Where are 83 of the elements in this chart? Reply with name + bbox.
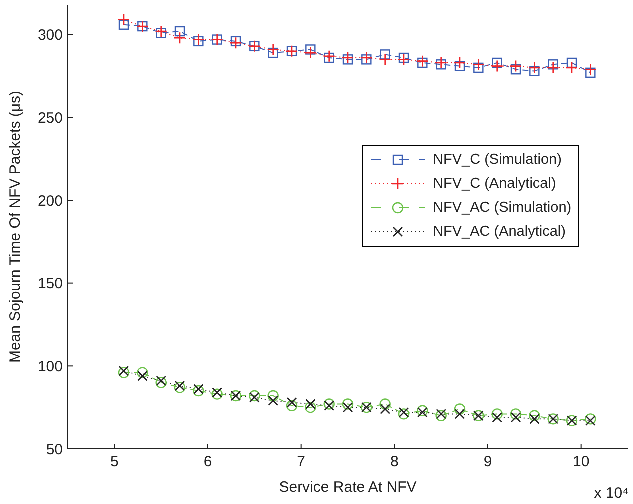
point [528, 62, 541, 74]
point [342, 398, 354, 410]
point [380, 50, 390, 60]
y-tick-label: 300 [38, 27, 63, 44]
point [306, 44, 316, 55]
point [566, 62, 578, 74]
point [268, 390, 279, 402]
point [342, 54, 354, 65]
point [156, 28, 166, 38]
y-tick-label: 200 [38, 192, 63, 210]
point [510, 60, 522, 72]
point [472, 58, 485, 71]
legend-label: NFV_C (Analytical) [433, 176, 556, 192]
y-tick-label: 150 [38, 276, 63, 293]
point [510, 412, 522, 423]
point [566, 58, 578, 68]
text: x 10⁴ [594, 485, 629, 502]
point [435, 56, 448, 70]
point [230, 36, 242, 50]
x-tick-label: 7 [297, 454, 306, 471]
point [306, 399, 316, 410]
point [286, 400, 298, 412]
x-tick-label: 8 [390, 454, 399, 471]
point [454, 56, 466, 70]
point [323, 50, 336, 63]
point [454, 409, 466, 420]
y-tick-label: 100 [38, 358, 63, 376]
point [324, 52, 334, 64]
point [268, 396, 278, 406]
point [548, 60, 558, 70]
point [474, 62, 484, 74]
point [492, 412, 502, 423]
point [268, 48, 278, 58]
point [194, 36, 204, 47]
point [174, 32, 186, 44]
point [547, 62, 560, 74]
x-tick-label: 10 [572, 454, 590, 471]
point [530, 66, 540, 76]
point [510, 64, 522, 75]
point [586, 68, 596, 78]
point [137, 367, 148, 378]
point [380, 398, 391, 410]
point [530, 414, 540, 424]
point [436, 60, 446, 70]
point [418, 58, 428, 68]
point [492, 408, 503, 420]
y-axis-title: Mean Sojourn Time Of NFV Packets (μs) [6, 90, 24, 364]
x-tick-label: 6 [204, 454, 212, 471]
point [454, 404, 466, 415]
point [305, 402, 316, 414]
x-axis-title: Service Rate At NFV [279, 479, 417, 496]
point [510, 408, 522, 420]
point [362, 54, 372, 65]
point [267, 44, 280, 56]
y-tick-label: 250 [38, 110, 63, 127]
point [304, 46, 317, 60]
point [192, 34, 205, 46]
point [491, 60, 504, 72]
point [398, 54, 410, 66]
legend-label: NFV_C (Simulation) [433, 152, 562, 168]
legend-label: NFV_AC (Simulation) [433, 200, 572, 216]
point [155, 25, 168, 38]
point [380, 404, 390, 414]
point [360, 52, 373, 64]
point [230, 36, 242, 47]
point [416, 55, 429, 68]
x-tick-label: 9 [484, 454, 492, 471]
legend-label: NFV_AC (Analytical) [433, 224, 566, 240]
point [138, 370, 148, 382]
y-tick-label: 50 [46, 441, 63, 458]
point [454, 61, 466, 72]
point [286, 397, 298, 408]
point [492, 58, 502, 68]
point [584, 63, 597, 76]
point [379, 54, 392, 66]
point [174, 26, 186, 37]
point [118, 20, 130, 30]
point [342, 402, 354, 413]
x-tick-label: 5 [110, 454, 119, 471]
point [398, 52, 410, 64]
point [342, 52, 354, 64]
point [118, 14, 130, 26]
point [529, 410, 540, 422]
